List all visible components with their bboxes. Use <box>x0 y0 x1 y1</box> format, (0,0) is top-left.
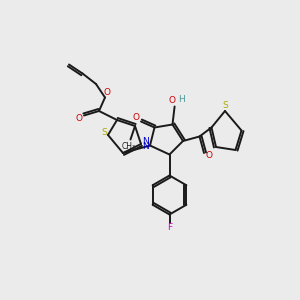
Text: O: O <box>132 113 139 122</box>
Text: O: O <box>103 88 110 97</box>
Text: S: S <box>101 128 107 137</box>
Text: N: N <box>142 137 149 146</box>
Text: O: O <box>75 114 82 123</box>
Text: O: O <box>169 96 176 105</box>
Text: CH₃: CH₃ <box>122 142 136 151</box>
Text: F: F <box>167 224 172 232</box>
Text: O: O <box>206 152 213 160</box>
Text: N: N <box>142 142 149 152</box>
Text: H: H <box>178 95 184 104</box>
Text: S: S <box>223 100 229 109</box>
